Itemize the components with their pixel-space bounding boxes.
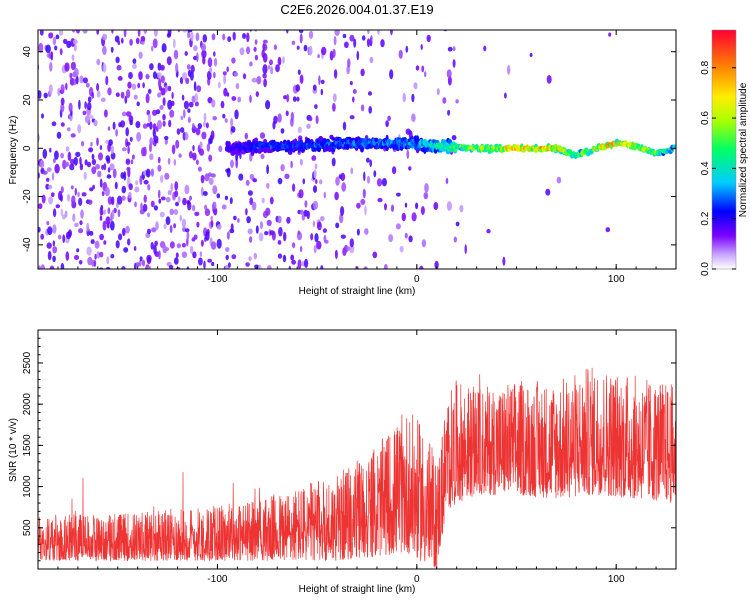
x-tick-label: 100 [608,574,625,585]
snr-series-line [38,367,676,569]
snr-ticks: -100 0 100 500 1000 1500 2000 2500 [22,330,677,585]
colorbar-tick-label: 0.2 [700,211,711,225]
colorbar-frame [711,29,737,270]
colorbar-tick-label: 0.8 [700,60,711,74]
x-tick-label: -100 [207,574,227,585]
y-tick-label: -40 [22,237,33,252]
y-tick-label: 1500 [22,434,33,457]
spectrogram-panel: -100 0 100 -40 -20 0 20 40 Height of straight l… [8,29,677,297]
snr-xlabel: Height of straight line (km) [299,584,416,595]
colorbar-label: Normalized spectral amplitude [738,82,749,217]
y-tick-label: 40 [22,46,33,58]
colorbar: 0.0 0.2 0.4 0.6 0.8 Normalized spectral ampl… [700,29,749,276]
colorbar-tick-label: 0.0 [700,262,711,276]
y-tick-label: 500 [22,519,33,536]
y-tick-label: 20 [22,94,33,106]
colorbar-gradient [712,30,736,269]
colorbar-tick-label: 0.6 [700,111,711,125]
heatmap-cells [38,30,676,269]
y-tick-label: 2500 [22,351,33,374]
x-tick-label: 100 [608,274,625,285]
colorbar-tick-label: 0.4 [700,161,711,175]
spectrogram-ticks: -100 0 100 -40 -20 0 20 40 [22,30,677,285]
x-tick-label: 0 [414,274,420,285]
y-tick-label: 2000 [22,393,33,416]
snr-ylabel: SNR (10 * v/v) [8,418,19,482]
snr-panel: -100 0 100 500 1000 1500 2000 2500 Height of st… [8,329,677,595]
spectrogram-ylabel: Frequency (Hz) [8,116,19,185]
y-tick-label: 1000 [22,475,33,498]
y-tick-label: -20 [22,189,33,204]
spectrogram-xlabel: Height of straight line (km) [299,286,416,297]
x-tick-label: 0 [414,574,420,585]
y-tick-label: 0 [22,145,33,151]
colorbar-ticks: 0.0 0.2 0.4 0.6 0.8 [700,60,736,276]
x-tick-label: -100 [207,274,227,285]
chart-title: C2E6.2026.004.01.37.E19 [280,2,433,17]
